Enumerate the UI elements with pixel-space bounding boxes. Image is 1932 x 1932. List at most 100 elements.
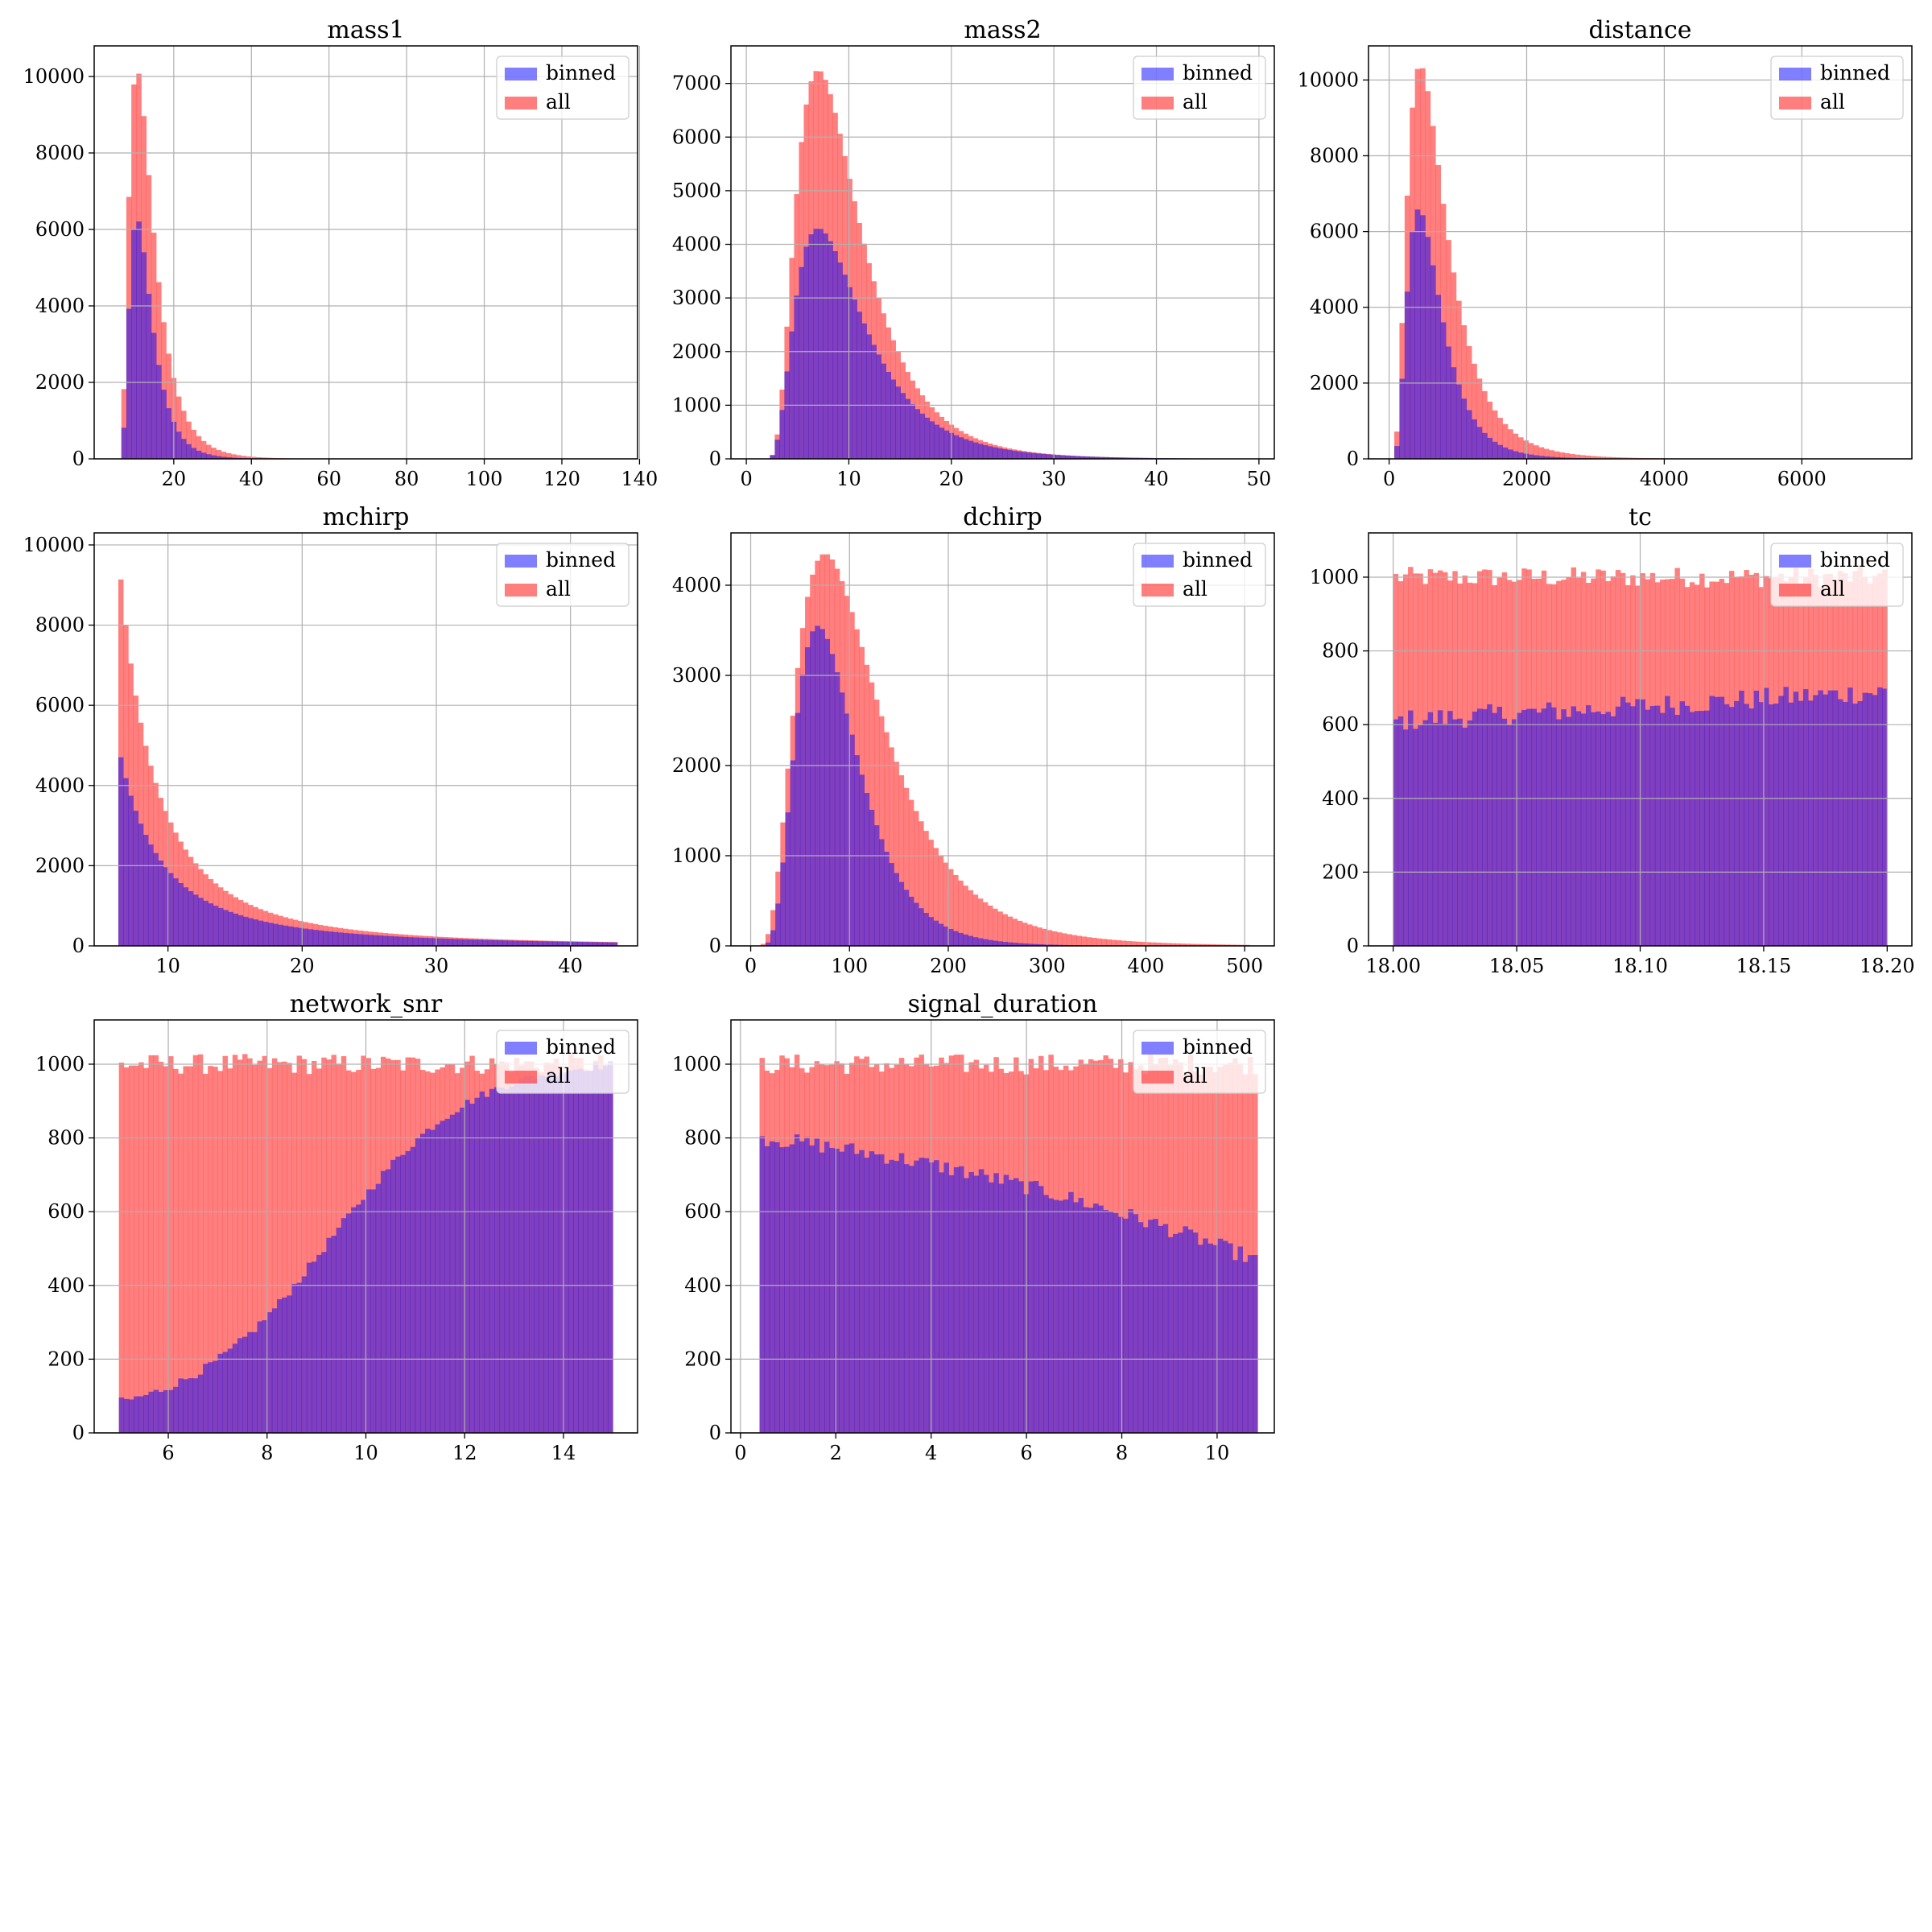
legend-swatch-binned — [1779, 555, 1811, 568]
bar-all — [1579, 455, 1586, 459]
x-tick-label: 4 — [925, 1442, 937, 1464]
bar-binned — [973, 1175, 980, 1433]
bar-binned — [1041, 453, 1046, 459]
x-tick-label: 300 — [1029, 955, 1066, 977]
bar-binned — [217, 1353, 223, 1433]
bar-all — [1481, 390, 1488, 459]
bar-binned — [1566, 716, 1571, 946]
bar-all — [1242, 1074, 1249, 1433]
bar-binned — [1021, 452, 1027, 459]
bar-all — [1180, 943, 1186, 946]
bar-all — [138, 1062, 144, 1433]
bar-binned — [982, 444, 989, 459]
bar-all — [760, 943, 766, 946]
bar-binned — [543, 1076, 549, 1433]
bar-binned — [959, 1166, 964, 1433]
bar-binned — [222, 1352, 228, 1433]
bar-binned — [1393, 719, 1399, 946]
bar-binned — [1017, 943, 1023, 946]
bar-binned — [512, 940, 518, 946]
bar-all — [1621, 457, 1627, 459]
legend: binned all — [1133, 56, 1266, 120]
bar-binned — [168, 873, 174, 946]
series-binned — [760, 625, 1250, 946]
bar-binned — [1591, 712, 1596, 946]
bar-binned — [929, 421, 935, 459]
bar-binned — [881, 363, 886, 459]
legend-label-all: all — [1820, 90, 1845, 114]
y-tick-label: 5000 — [672, 180, 721, 202]
bar-all — [938, 855, 944, 946]
bar-binned — [828, 241, 833, 459]
bar-binned — [1137, 1222, 1144, 1433]
bar-all — [1517, 437, 1524, 459]
bar-binned — [993, 1173, 999, 1433]
legend-label-binned: binned — [546, 548, 616, 572]
bar-binned — [819, 1152, 825, 1433]
bar-binned — [173, 1386, 179, 1433]
legend-swatch-binned — [1141, 1042, 1174, 1055]
bar-binned — [1748, 708, 1754, 946]
bar-binned — [296, 1282, 303, 1433]
bar-all — [903, 787, 910, 946]
bar-binned — [1046, 944, 1053, 946]
legend-label-all: all — [1820, 577, 1845, 601]
bar-binned — [1192, 1232, 1199, 1433]
legend-label-binned: binned — [1183, 61, 1253, 85]
bar-binned — [1402, 729, 1409, 946]
bar-binned — [993, 940, 998, 946]
bar-all — [266, 1067, 273, 1433]
bar-binned — [518, 940, 523, 946]
bar-all — [246, 456, 252, 459]
bar-binned — [1212, 1245, 1219, 1433]
subplot-network_snr: network_snr 6 8 10 12 14 0 200 400 600 800 1000 binn… — [35, 990, 638, 1464]
bar-binned — [252, 1331, 258, 1433]
bar-binned — [203, 1364, 208, 1433]
y-tick-label: 2000 — [35, 854, 85, 877]
bar-binned — [373, 935, 378, 946]
x-tick-label: 40 — [239, 468, 264, 490]
bar-binned — [1704, 710, 1710, 946]
bar-binned — [864, 793, 870, 946]
axes-frame — [730, 1019, 1275, 1434]
bar-binned — [1526, 708, 1532, 946]
bar-binned — [1088, 1208, 1094, 1433]
legend-swatch-binned — [1141, 555, 1174, 568]
bar-binned — [1098, 1205, 1104, 1433]
bar-binned — [1203, 1238, 1208, 1433]
bar-all — [277, 1062, 283, 1433]
bar-binned — [1769, 704, 1774, 946]
bar-binned — [939, 427, 945, 459]
bar-binned — [840, 692, 845, 946]
y-tick-label: 800 — [684, 1127, 721, 1150]
bar-binned — [443, 939, 448, 946]
bar-binned — [407, 937, 414, 946]
bar-binned — [805, 647, 811, 946]
bar-all — [1455, 300, 1462, 459]
bar-binned — [547, 941, 553, 946]
bar-binned — [192, 1378, 199, 1433]
bar-binned — [287, 1295, 292, 1433]
bar-binned — [823, 233, 828, 459]
x-tick-label: 20 — [939, 468, 964, 490]
bar-binned — [553, 1076, 559, 1433]
legend-swatch-binned — [505, 68, 537, 80]
bar-all — [316, 1068, 322, 1433]
bar-binned — [968, 935, 973, 946]
bar-all — [158, 1062, 164, 1433]
bar-binned — [928, 917, 934, 946]
bar-binned — [958, 932, 964, 946]
bar-all — [1394, 431, 1400, 459]
bar-binned — [1827, 690, 1834, 946]
bar-binned — [405, 1150, 411, 1433]
bar-binned — [1487, 437, 1493, 459]
bar-all — [770, 910, 776, 946]
bar-binned — [592, 1063, 599, 1433]
bar-all — [928, 840, 934, 946]
bar-all — [1062, 933, 1067, 946]
bar-binned — [923, 913, 929, 946]
bar-binned — [1414, 209, 1421, 459]
subplot-title: distance — [1588, 16, 1691, 44]
bar-binned — [964, 1178, 969, 1433]
bar-binned — [764, 1146, 770, 1433]
